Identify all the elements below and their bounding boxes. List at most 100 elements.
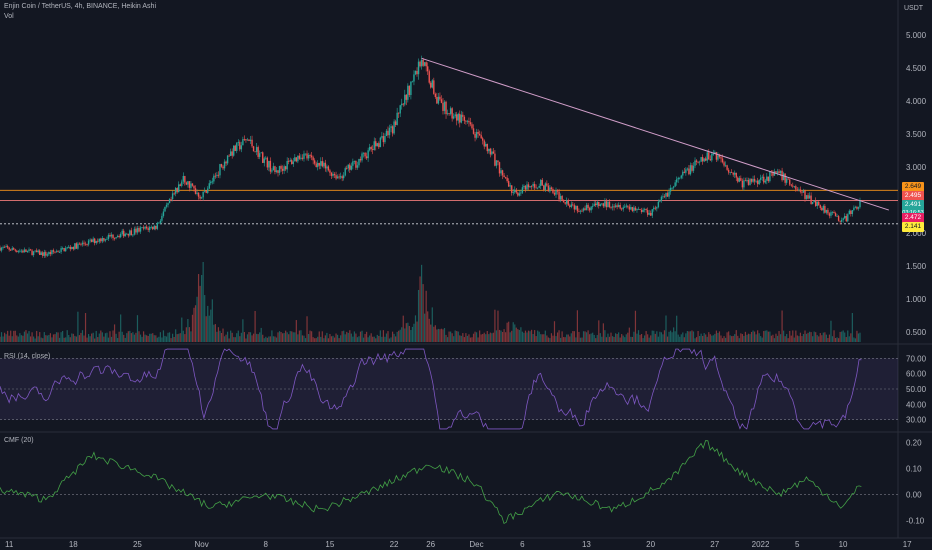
volume-bar: [19, 333, 21, 342]
volume-bar: [340, 335, 342, 342]
volume-bar: [358, 336, 360, 342]
rsi-line-group: [0, 348, 862, 430]
candle-body: [775, 171, 777, 173]
volume-bar: [58, 337, 61, 342]
candle-body: [81, 242, 84, 245]
volume-bar: [440, 328, 443, 342]
volume-bar: [827, 338, 829, 342]
candle-body: [509, 185, 511, 187]
volume-bar: [535, 336, 537, 342]
candle-body: [566, 200, 568, 204]
volume-bar: [356, 337, 359, 342]
candle-body: [683, 171, 686, 173]
candle-body: [130, 230, 133, 236]
cmf-label: CMF (20): [4, 437, 34, 444]
volume-bar: [822, 332, 824, 342]
candle-body: [637, 209, 640, 210]
volume-bar: [301, 335, 304, 342]
volume-bar: [179, 333, 181, 342]
volume-bar: [448, 331, 450, 342]
candle-body: [176, 188, 178, 193]
volume-bar: [314, 338, 316, 342]
candle-body: [213, 175, 215, 182]
candle-body: [121, 230, 123, 235]
volume-bar: [763, 331, 765, 342]
candle-body: [747, 179, 750, 185]
volume-bar: [168, 332, 171, 342]
candle-body: [825, 209, 828, 213]
volume-bar: [379, 330, 381, 342]
volume-bar: [275, 337, 278, 342]
volume-bar: [662, 334, 664, 342]
volume-bar: [207, 305, 209, 342]
candle-body: [746, 179, 748, 181]
volume-bar: [526, 332, 528, 342]
volume-bar: [167, 332, 169, 342]
resistance-price-tag: 2.649: [902, 182, 924, 192]
volume-bar: [456, 331, 458, 342]
volume-bar: [98, 333, 100, 342]
candle-body: [414, 70, 417, 75]
candle-body: [410, 81, 412, 95]
volume-bar: [634, 310, 637, 342]
volume-bar: [107, 337, 110, 342]
candle-body: [595, 203, 597, 206]
volume-bar: [419, 276, 421, 342]
volume-bar: [158, 336, 160, 342]
candle-body: [540, 179, 542, 186]
candle-body: [92, 238, 94, 242]
volume-bar: [659, 331, 661, 342]
volume-bar: [25, 330, 27, 342]
volume-bar: [720, 335, 722, 342]
candle-body: [709, 159, 711, 161]
volume-bar: [211, 299, 213, 342]
candle-body: [257, 147, 259, 157]
volume-bar: [482, 333, 484, 342]
volume-bar: [271, 330, 273, 342]
rsi-line: [0, 348, 862, 430]
volume-bar: [640, 333, 643, 342]
volume-bar: [45, 335, 47, 342]
volume-bar: [115, 333, 117, 342]
volume-bar: [416, 321, 418, 342]
volume-bar: [766, 330, 768, 342]
volume-bar: [590, 333, 592, 342]
volume-bar: [509, 332, 511, 342]
volume-bar: [249, 332, 252, 342]
candle-body: [132, 234, 134, 236]
volume-bar: [705, 334, 707, 342]
volume-bar: [815, 332, 817, 342]
volume-bar: [246, 334, 249, 342]
volume-bar: [619, 337, 621, 342]
volume-bar: [709, 334, 711, 342]
volume-bar: [113, 324, 116, 342]
candle-body: [767, 176, 770, 182]
volume-bar: [717, 332, 719, 342]
candle-body: [399, 105, 401, 114]
rsi-tick-label: 60.00: [906, 370, 927, 379]
candle-body: [43, 252, 45, 256]
volume-bar: [329, 333, 331, 342]
volume-bar: [813, 331, 815, 342]
candle-body: [63, 248, 65, 252]
volume-bar: [112, 330, 114, 342]
volume-bar: [457, 331, 459, 342]
candle-body: [0, 247, 3, 251]
candle-body: [679, 177, 681, 179]
volume-bar: [104, 333, 106, 342]
volume-bar: [537, 330, 539, 342]
volume-bar: [101, 332, 103, 342]
candle-body: [298, 155, 301, 159]
volume-bar: [155, 335, 157, 342]
candle-body: [94, 238, 96, 244]
candle-body: [769, 171, 771, 182]
candle-body: [408, 85, 411, 95]
candle-body: [672, 186, 675, 188]
volume-bar: [491, 333, 493, 342]
candle-body: [309, 155, 311, 156]
volume-bar: [700, 333, 702, 342]
candle-body: [251, 139, 253, 147]
candle-body: [801, 191, 803, 193]
x-tick-label: 27: [710, 540, 719, 549]
